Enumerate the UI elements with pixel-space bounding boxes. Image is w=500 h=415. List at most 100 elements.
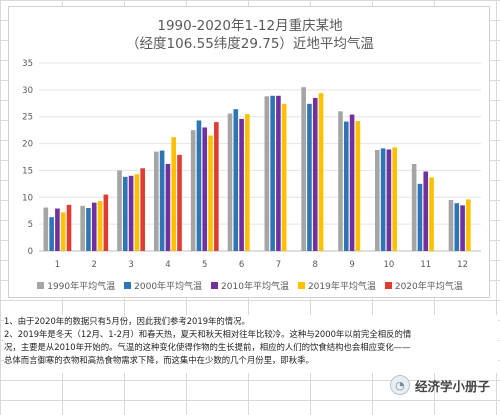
bar-11-2 — [417, 183, 423, 251]
bar-12-1 — [448, 199, 454, 251]
x-tick-label: 6 — [239, 260, 244, 270]
x-tick-label: 9 — [349, 260, 354, 270]
bar-6-4 — [245, 114, 250, 252]
legend-item: 2020年平均气温 — [384, 279, 463, 292]
chart-legend: 1990年平均气温 2000年平均气温 2010年平均气温 2019年平均气温 2020… — [9, 279, 491, 292]
bar-10-4 — [392, 147, 398, 251]
legend-swatch — [37, 282, 45, 289]
bar-5-5 — [214, 122, 219, 251]
legend-item: 2019年平均气温 — [297, 279, 376, 292]
bar-3-3 — [128, 175, 134, 251]
bar-6-2 — [233, 109, 239, 252]
bar-9-2 — [343, 121, 349, 251]
bar-10-1 — [375, 150, 380, 251]
bar-1-5 — [66, 204, 72, 251]
bar-11-3 — [423, 171, 429, 251]
legend-swatch — [297, 282, 305, 289]
bar-4-1 — [154, 151, 159, 251]
bar-5-3 — [202, 127, 208, 251]
bar-4-4 — [171, 137, 177, 251]
bar-12-2 — [454, 203, 460, 251]
y-tick-label: 30 — [22, 86, 33, 96]
bar-10-2 — [380, 148, 386, 251]
x-tick-label: 7 — [276, 260, 281, 270]
bar-1-4 — [60, 212, 66, 251]
legend-label: 2000年平均气温 — [134, 282, 203, 292]
legend-item: 2010年平均气温 — [211, 279, 289, 292]
bar-2-4 — [97, 201, 103, 251]
bar-12-4 — [466, 199, 471, 251]
bar-3-2 — [122, 176, 128, 251]
watermark: ◔ 经济学小册子 — [389, 375, 490, 395]
x-tick-label: 1 — [55, 260, 60, 270]
bar-5-4 — [208, 135, 213, 251]
bar-8-3 — [312, 97, 318, 252]
bar-3-1 — [117, 170, 122, 251]
y-tick-label: 35 — [22, 59, 33, 69]
y-tick-label: 20 — [22, 140, 33, 150]
chart-area[interactable]: 1990-2020年1-12月重庆某地 （经度106.55纬度29.75）近地平… — [8, 6, 490, 298]
note-line-1: 1、由于2020年的数据只有5月份，因此我们参考2019年的情况。 — [4, 316, 250, 326]
bar-10-3 — [386, 149, 392, 251]
bar-1-3 — [55, 208, 60, 251]
circle-logo-icon: ◔ — [389, 375, 410, 395]
legend-item: 1990年平均气温 — [37, 279, 115, 292]
legend-label: 2020年平均气温 — [394, 282, 463, 292]
y-tick-label: 15 — [22, 166, 33, 176]
bar-8-1 — [301, 87, 306, 252]
y-tick-label: 5 — [28, 220, 33, 230]
y-tick-label: 10 — [22, 193, 33, 203]
bar-2-5 — [103, 194, 109, 251]
legend-swatch — [124, 282, 132, 289]
watermark-text: 经济学小册子 — [414, 378, 490, 394]
bar-6-1 — [227, 113, 233, 252]
bar-7-3 — [276, 95, 281, 251]
bar-9-3 — [349, 114, 355, 252]
x-tick-label: 5 — [202, 260, 207, 270]
bar-12-3 — [460, 205, 465, 251]
x-tick-label: 8 — [313, 260, 318, 270]
notes-text-block: 1、由于2020年的数据只有5月份，因此我们参考2019年的情况。 2、2019… — [4, 315, 498, 373]
bar-5-1 — [190, 130, 196, 251]
bar-2-2 — [86, 208, 91, 251]
y-tick-label: 25 — [22, 113, 33, 123]
x-tick-label: 12 — [457, 260, 468, 270]
x-tick-label: 10 — [384, 260, 395, 270]
bar-4-2 — [159, 150, 165, 251]
bar-8-4 — [318, 93, 324, 251]
x-tick-label: 2 — [92, 260, 97, 270]
bar-9-1 — [338, 111, 343, 251]
x-tick-label: 4 — [165, 260, 170, 270]
bar-11-4 — [429, 177, 434, 251]
legend-item: 2000年平均气温 — [124, 279, 202, 292]
bar-11-1 — [411, 163, 417, 251]
chart-title-line-2: （经度106.55纬度29.75）近地平均气温 — [126, 36, 374, 52]
legend-label: 2010年平均气温 — [221, 282, 289, 292]
bar-4-5 — [177, 154, 182, 251]
bar-4-3 — [165, 163, 171, 251]
legend-swatch — [384, 282, 392, 289]
bar-9-4 — [355, 121, 361, 251]
bar-8-2 — [307, 103, 312, 251]
bar-2-3 — [91, 202, 97, 251]
note-line-4: 总体而言御寒的衣物和高热食物需求下降，而这集中在少数的几个月份里，即秋季。 — [4, 355, 314, 365]
note-line-2: 2、2019年是冬天（12月、1-2月）和春天热，夏天和秋天相对往年比较冷。这种… — [4, 329, 412, 339]
chart-title-line-1: 1990-2020年1-12月重庆某地 — [157, 18, 343, 34]
legend-swatch — [211, 282, 219, 289]
bar-3-5 — [140, 168, 145, 251]
bar-7-2 — [270, 95, 275, 251]
bar-7-1 — [264, 96, 270, 251]
bar-1-2 — [49, 217, 54, 251]
bar-6-3 — [239, 118, 244, 251]
x-tick-label: 11 — [420, 260, 431, 270]
legend-label: 2019年平均气温 — [307, 282, 376, 292]
bar-1-1 — [43, 207, 49, 251]
x-tick-label: 3 — [128, 260, 133, 270]
note-line-3: 况，主要是从2010年开始的。气温的这种变化使得作物的生长提前，相应的人们的饮食… — [4, 342, 411, 352]
bar-2-1 — [80, 205, 85, 251]
y-tick-label: 0 — [28, 247, 33, 257]
bar-7-4 — [281, 103, 287, 251]
legend-label: 1990年平均气温 — [47, 282, 116, 292]
bar-3-4 — [134, 174, 140, 251]
